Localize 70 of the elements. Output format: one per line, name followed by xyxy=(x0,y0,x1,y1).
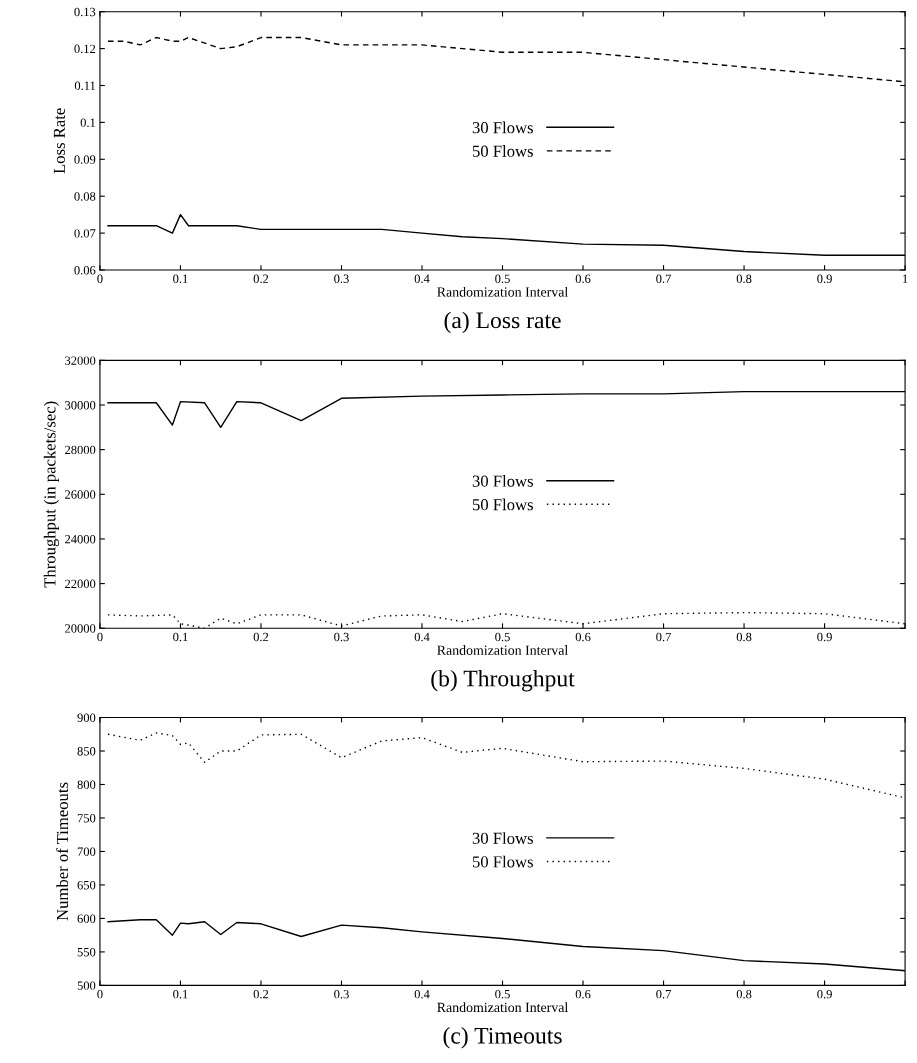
y-tick-label: 650 xyxy=(77,880,96,890)
x-tick-label: 0.7 xyxy=(656,632,671,642)
x-tick-label: 0.8 xyxy=(736,274,752,284)
x-tick-label: 0.2 xyxy=(253,989,269,999)
x-tick-label: 0.1 xyxy=(173,274,188,284)
legend-label: 50 Flows xyxy=(472,145,533,157)
x-tick-label: 0.4 xyxy=(414,632,430,642)
y-tick-label: 0.09 xyxy=(74,155,96,164)
x-tick-label: 0.9 xyxy=(817,989,832,999)
y-tick-label: 30000 xyxy=(65,401,96,410)
y-axis-title: Number of Timeouts xyxy=(56,782,69,921)
x-tick-label: 0.8 xyxy=(736,989,752,999)
y-tick-label: 22000 xyxy=(65,579,96,589)
y-tick-label: 0.12 xyxy=(74,44,96,54)
y-tick-label: 550 xyxy=(77,947,96,957)
x-tick-label: 1 xyxy=(903,274,908,283)
text: (a) Loss rate xyxy=(444,311,561,334)
x-axis-title: Randomization Interval xyxy=(437,286,568,297)
y-tick-label: 24000 xyxy=(65,534,96,544)
y-tick-label: 0.13 xyxy=(74,7,96,17)
x-axis-title: Randomization Interval xyxy=(437,645,568,655)
legend-label: 50 Flows xyxy=(472,855,533,868)
y-tick-label: 500 xyxy=(77,981,96,990)
x-tick-label: 0.8 xyxy=(736,632,752,642)
x-tick-label: 0.7 xyxy=(656,274,671,284)
x-tick-label: 0.5 xyxy=(495,989,510,999)
legend-label: 30 Flows xyxy=(472,475,533,487)
x-axis-title: Randomization Interval xyxy=(437,1002,568,1013)
x-tick-label: 0.4 xyxy=(414,274,430,284)
y-tick-label: 900 xyxy=(77,713,96,722)
text: (c) Timeouts xyxy=(443,1027,562,1049)
y-tick-label: 32000 xyxy=(65,356,96,365)
y-tick-label: 0.11 xyxy=(74,81,96,91)
x-tick-label: 0.1 xyxy=(173,632,188,642)
y-tick-label: 26000 xyxy=(65,490,96,499)
x-tick-label: 0 xyxy=(97,632,103,642)
x-tick-label: 0.3 xyxy=(334,632,349,642)
x-tick-label: 0.3 xyxy=(334,989,349,999)
x-tick-label: 0.1 xyxy=(173,989,188,999)
x-tick-label: 0.9 xyxy=(817,632,832,642)
y-tick-label: 800 xyxy=(77,780,96,789)
x-tick-label: 0.2 xyxy=(253,274,269,284)
x-tick-label: 0 xyxy=(97,989,103,999)
x-tick-label: 0.9 xyxy=(817,274,832,284)
y-tick-label: 0.1 xyxy=(80,118,96,127)
y-axis-title: Loss Rate xyxy=(53,108,65,174)
x-tick-label: 0.4 xyxy=(414,989,430,999)
y-tick-label: 0.07 xyxy=(74,229,96,238)
y-tick-label: 850 xyxy=(77,747,96,756)
y-tick-label: 28000 xyxy=(65,445,96,455)
x-tick-label: 0.3 xyxy=(334,274,349,284)
y-tick-label: 0.06 xyxy=(74,266,96,275)
x-tick-label: 0.5 xyxy=(495,274,510,284)
legend-label: 30 Flows xyxy=(472,121,533,134)
y-tick-label: 20000 xyxy=(65,624,96,633)
y-tick-label: 0.08 xyxy=(74,192,96,201)
x-tick-label: 0 xyxy=(97,274,103,283)
y-axis-title: Throughput (in packets/sec) xyxy=(43,401,59,588)
x-tick-label: 0.2 xyxy=(253,632,269,642)
x-tick-label: 0.6 xyxy=(575,989,591,999)
x-tick-label: 0.7 xyxy=(656,989,671,999)
x-tick-label: 0.6 xyxy=(575,274,591,284)
y-tick-label: 700 xyxy=(77,847,96,856)
x-tick-label: 0.6 xyxy=(575,632,591,642)
legend-label: 30 Flows xyxy=(472,832,533,844)
y-tick-label: 750 xyxy=(77,814,96,823)
y-tick-label: 600 xyxy=(77,914,96,923)
text: (b) Throughput xyxy=(431,669,575,692)
x-tick-label: 0.5 xyxy=(495,632,510,642)
legend-label: 50 Flows xyxy=(472,498,533,511)
